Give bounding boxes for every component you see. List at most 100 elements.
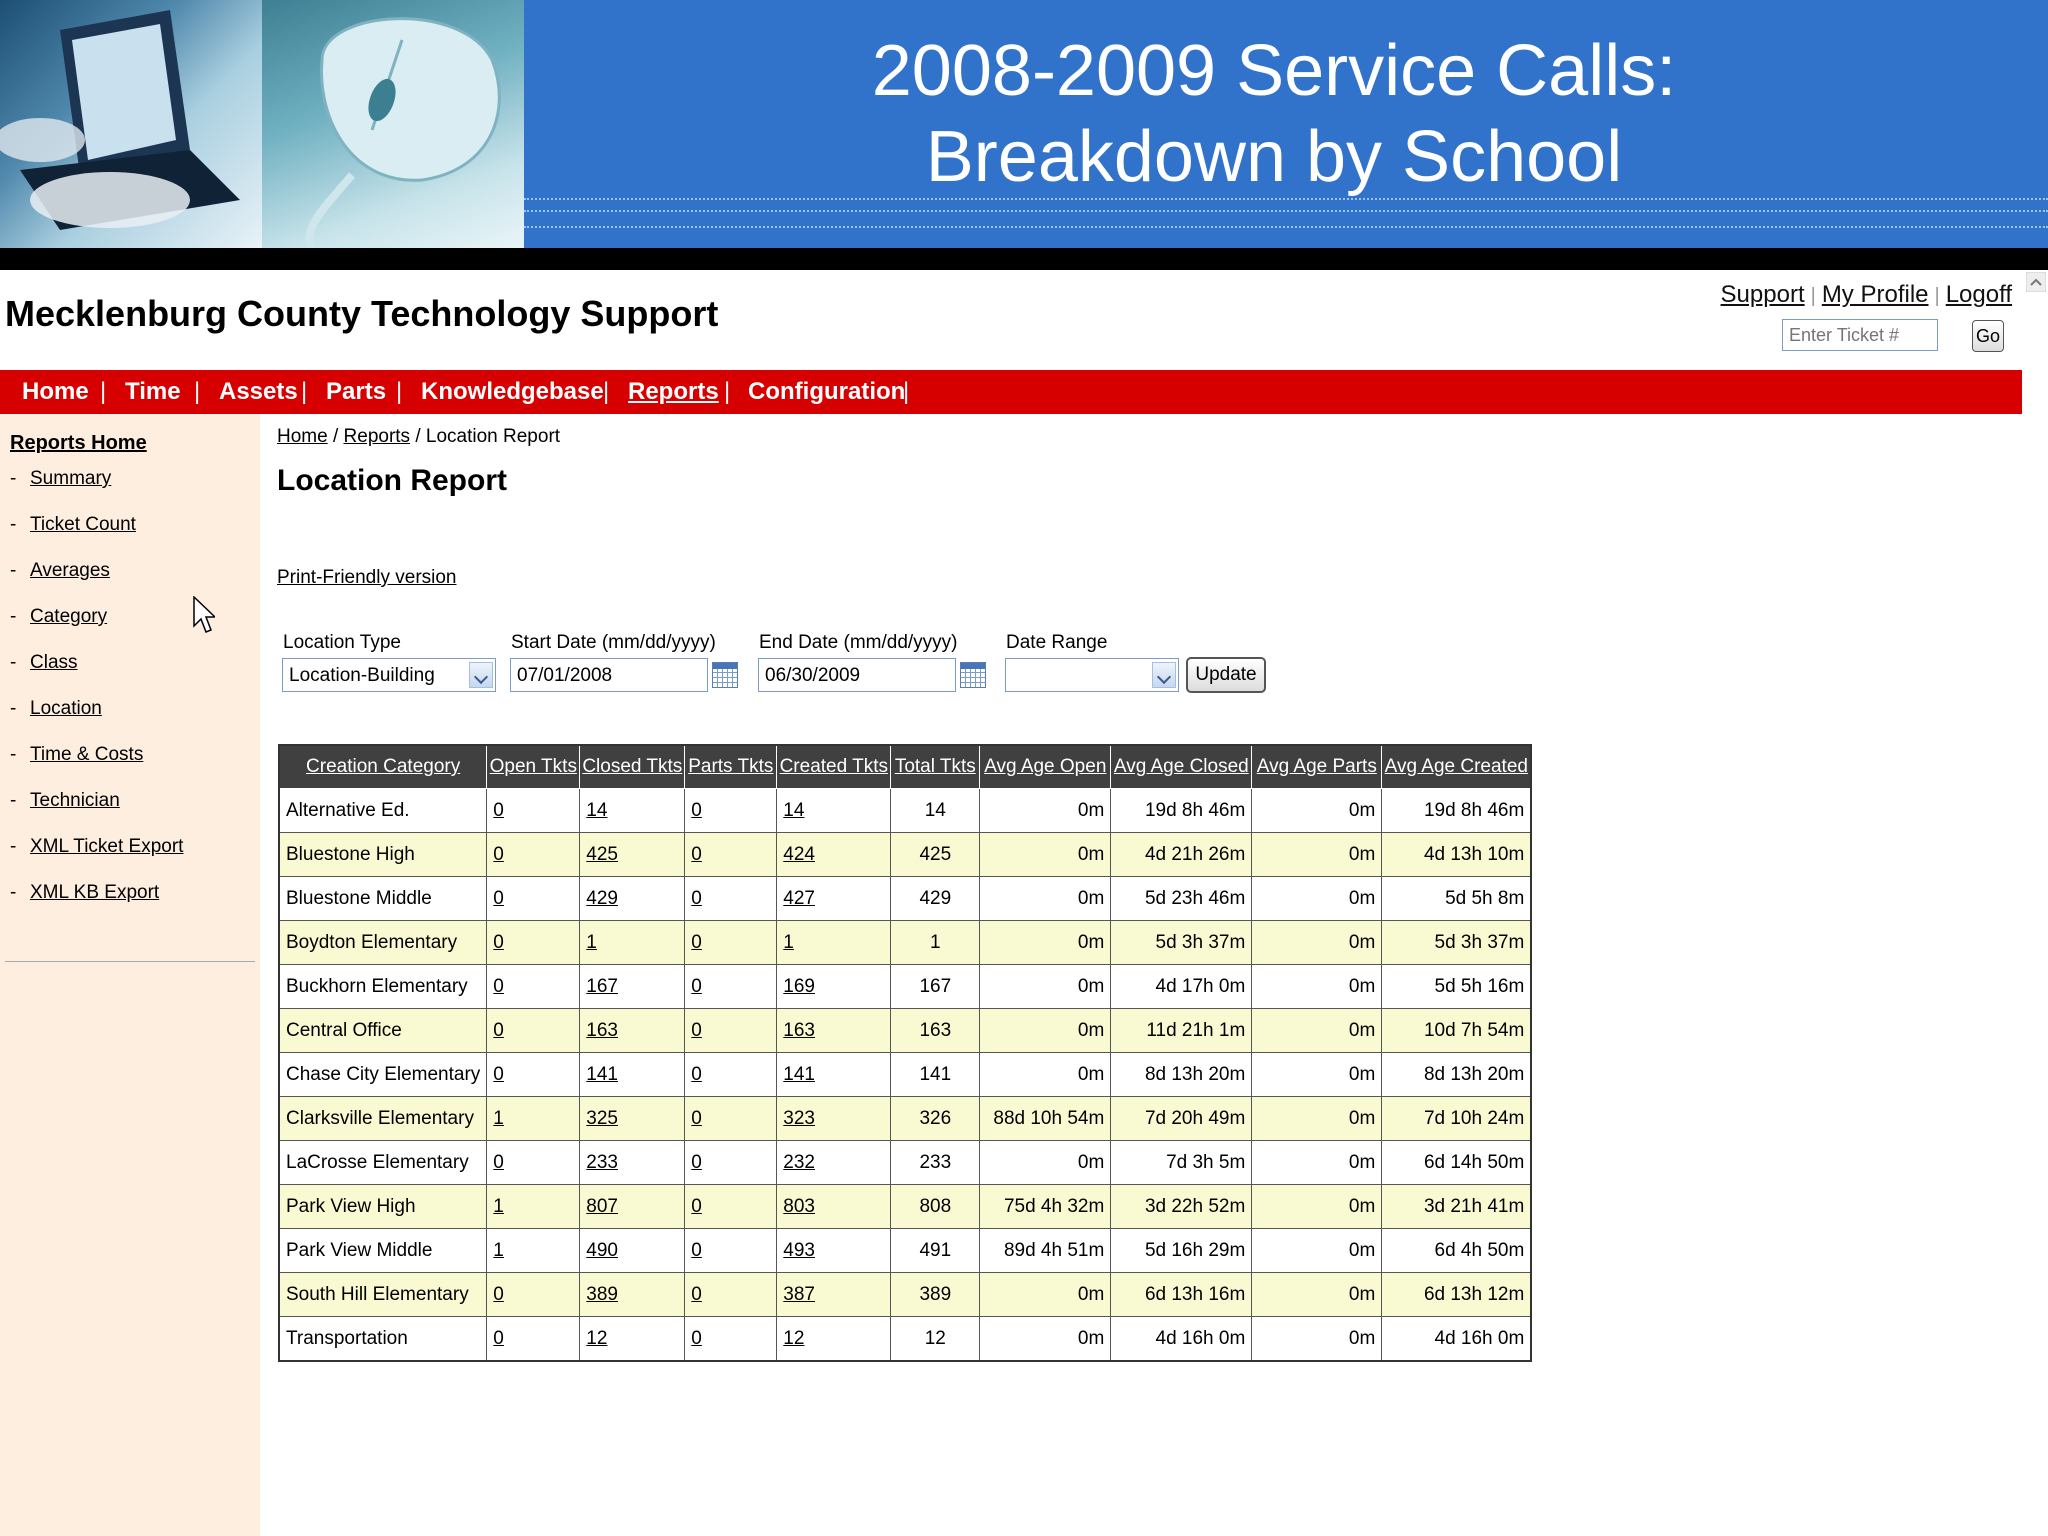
chevron-down-icon[interactable]	[469, 662, 493, 688]
location-type-select[interactable]: Location-Building	[282, 658, 496, 692]
end-date-input[interactable]: 06/30/2009	[758, 658, 956, 692]
nav-item-knowledgebase[interactable]: Knowledgebase	[421, 378, 604, 405]
parts-tkts-link[interactable]: 0	[691, 887, 702, 909]
col-header-avg-age-open[interactable]: Avg Age Open	[979, 744, 1112, 789]
closed-tkts-link[interactable]: 167	[586, 975, 618, 997]
created-tkts-link[interactable]: 169	[783, 975, 815, 997]
closed-tkts-link[interactable]: 1	[586, 931, 597, 953]
scroll-up-icon[interactable]	[2026, 272, 2046, 292]
created-tkts-link[interactable]: 232	[783, 1151, 815, 1173]
created-tkts-link[interactable]: 14	[783, 799, 805, 821]
col-header-closed-tkts[interactable]: Closed Tkts	[579, 744, 686, 789]
chevron-down-icon[interactable]	[1152, 662, 1176, 688]
closed-tkts-link[interactable]: 233	[586, 1151, 618, 1173]
parts-tkts-link[interactable]: 0	[691, 1107, 702, 1129]
calendar-icon[interactable]	[712, 662, 738, 688]
created-tkts-link[interactable]: 323	[783, 1107, 815, 1129]
parts-tkts-link[interactable]: 0	[691, 931, 702, 953]
support-link[interactable]: Support	[1720, 281, 1805, 308]
col-header-open-tkts[interactable]: Open Tkts	[486, 744, 581, 789]
created-tkts-link[interactable]: 387	[783, 1283, 815, 1305]
calendar-icon[interactable]	[960, 662, 986, 688]
col-header-created-tkts[interactable]: Created Tkts	[776, 744, 892, 789]
closed-tkts-link[interactable]: 325	[586, 1107, 618, 1129]
col-header-avg-age-parts[interactable]: Avg Age Parts	[1251, 744, 1383, 789]
open-tkts-link[interactable]: 0	[493, 1019, 504, 1041]
sidebar-link-averages[interactable]: Averages	[30, 560, 110, 581]
open-tkts-link[interactable]: 0	[493, 1327, 504, 1349]
closed-tkts-link[interactable]: 425	[586, 843, 618, 865]
sidebar-link-xml-kb-export[interactable]: XML KB Export	[30, 882, 160, 903]
closed-tkts-link[interactable]: 429	[586, 887, 618, 909]
parts-tkts-link[interactable]: 0	[691, 975, 702, 997]
sidebar-link-category[interactable]: Category	[30, 606, 108, 627]
closed-tkts-link[interactable]: 807	[586, 1195, 618, 1217]
open-tkts-link[interactable]: 0	[493, 1063, 504, 1085]
sidebar-link-time-costs[interactable]: Time & Costs	[30, 744, 144, 765]
parts-tkts-link[interactable]: 0	[691, 1151, 702, 1173]
open-tkts-link[interactable]: 0	[493, 887, 504, 909]
sidebar-link-technician[interactable]: Technician	[30, 790, 120, 811]
col-header-parts-tkts[interactable]: Parts Tkts	[684, 744, 778, 789]
nav-item-assets[interactable]: Assets	[219, 378, 298, 405]
parts-tkts-link[interactable]: 0	[691, 799, 702, 821]
created-tkts-link[interactable]: 427	[783, 887, 815, 909]
created-tkts-link[interactable]: 424	[783, 843, 815, 865]
sidebar-item-reports-home[interactable]: Reports Home	[10, 432, 147, 454]
date-range-select[interactable]	[1005, 658, 1179, 692]
parts-tkts-link[interactable]: 0	[691, 1239, 702, 1261]
ticket-number-input[interactable]	[1782, 319, 1938, 351]
open-tkts-link[interactable]: 1	[493, 1239, 504, 1261]
nav-item-time[interactable]: Time	[125, 378, 181, 405]
closed-tkts-link[interactable]: 389	[586, 1283, 618, 1305]
cell-total-tkts: 163	[890, 1008, 981, 1053]
open-tkts-link[interactable]: 0	[493, 975, 504, 997]
open-tkts-link[interactable]: 0	[493, 843, 504, 865]
parts-tkts-link[interactable]: 0	[691, 1063, 702, 1085]
created-tkts-link[interactable]: 803	[783, 1195, 815, 1217]
open-tkts-link[interactable]: 1	[493, 1107, 504, 1129]
nav-item-configuration[interactable]: Configuration	[748, 378, 906, 405]
closed-tkts-link[interactable]: 14	[586, 799, 608, 821]
nav-item-home[interactable]: Home	[22, 378, 89, 405]
open-tkts-link[interactable]: 0	[493, 931, 504, 953]
col-header-total-tkts[interactable]: Total Tkts	[890, 744, 981, 789]
open-tkts-link[interactable]: 0	[493, 1151, 504, 1173]
parts-tkts-link[interactable]: 0	[691, 1019, 702, 1041]
created-tkts-link[interactable]: 493	[783, 1239, 815, 1261]
col-header-creation-category[interactable]: Creation Category	[278, 744, 488, 789]
cell-avg-age-closed: 6d 13h 16m	[1110, 1272, 1253, 1317]
sidebar-link-location[interactable]: Location	[30, 698, 102, 719]
created-tkts-link[interactable]: 1	[783, 931, 794, 953]
closed-tkts-link[interactable]: 141	[586, 1063, 618, 1085]
created-tkts-link[interactable]: 163	[783, 1019, 815, 1041]
sidebar-link-summary[interactable]: Summary	[30, 468, 112, 489]
sidebar-link-class[interactable]: Class	[30, 652, 78, 673]
nav-item-parts[interactable]: Parts	[326, 378, 387, 405]
breadcrumb-reports[interactable]: Reports	[343, 426, 411, 447]
col-header-avg-age-created[interactable]: Avg Age Created	[1381, 744, 1532, 789]
closed-tkts-link[interactable]: 163	[586, 1019, 618, 1041]
breadcrumb-home[interactable]: Home	[277, 426, 328, 447]
open-tkts-link[interactable]: 0	[493, 1283, 504, 1305]
closed-tkts-link[interactable]: 490	[586, 1239, 618, 1261]
created-tkts-link[interactable]: 141	[783, 1063, 815, 1085]
print-friendly-link[interactable]: Print-Friendly version	[277, 567, 457, 588]
parts-tkts-link[interactable]: 0	[691, 1195, 702, 1217]
col-header-avg-age-closed[interactable]: Avg Age Closed	[1110, 744, 1253, 789]
sidebar-link-xml-ticket-export[interactable]: XML Ticket Export	[30, 836, 184, 857]
parts-tkts-link[interactable]: 0	[691, 843, 702, 865]
closed-tkts-link[interactable]: 12	[586, 1327, 608, 1349]
sidebar-link-ticket-count[interactable]: Ticket Count	[30, 514, 136, 535]
my-profile-link[interactable]: My Profile	[1821, 281, 1929, 308]
open-tkts-link[interactable]: 0	[493, 799, 504, 821]
parts-tkts-link[interactable]: 0	[691, 1327, 702, 1349]
start-date-input[interactable]: 07/01/2008	[510, 658, 708, 692]
open-tkts-link[interactable]: 1	[493, 1195, 504, 1217]
nav-item-reports[interactable]: Reports	[628, 378, 719, 405]
logoff-link[interactable]: Logoff	[1945, 281, 2012, 308]
created-tkts-link[interactable]: 12	[783, 1327, 805, 1349]
update-button[interactable]: Update	[1186, 657, 1266, 693]
parts-tkts-link[interactable]: 0	[691, 1283, 702, 1305]
go-button[interactable]: Go	[1972, 320, 2004, 352]
